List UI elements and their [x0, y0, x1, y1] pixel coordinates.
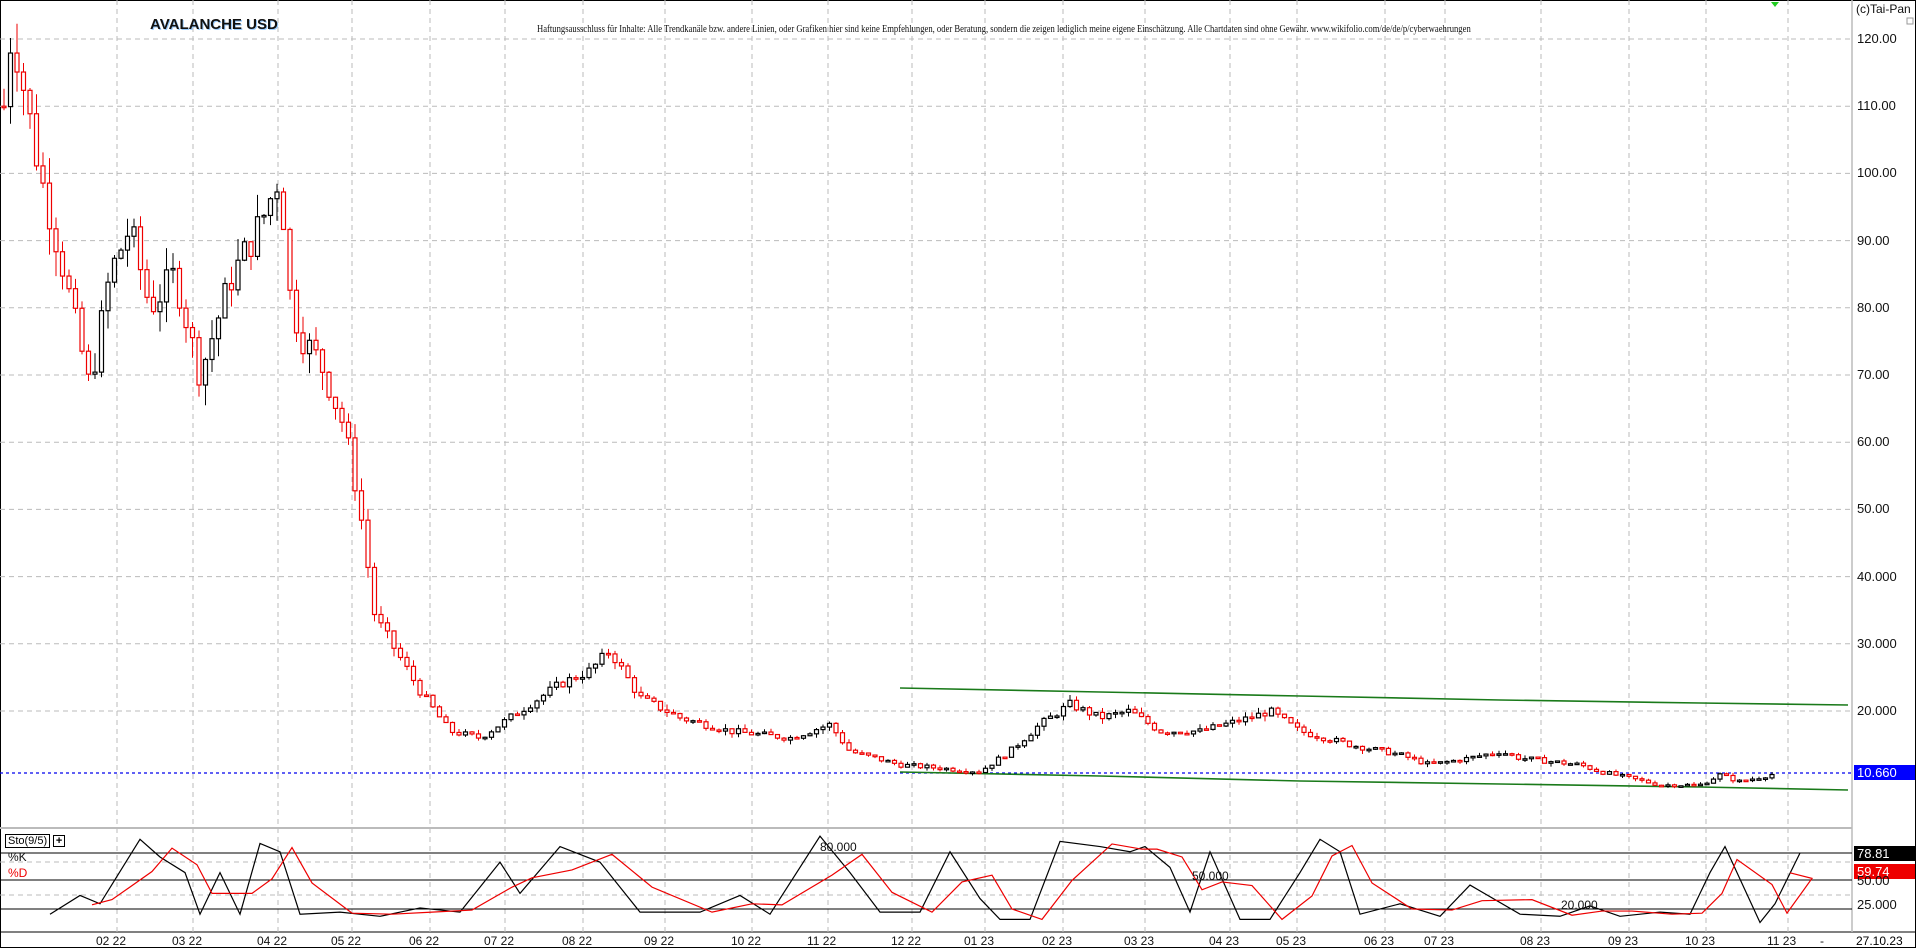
time-axis-separator: - [1820, 934, 1824, 948]
stochastic-d-line [91, 843, 1814, 921]
time-label: 09 22 [644, 934, 675, 948]
trend-channel [899, 687, 1849, 791]
time-label: 03 22 [172, 934, 203, 948]
level-annotation-20: 20.000 [1561, 898, 1598, 912]
time-label: 08 22 [562, 934, 593, 948]
indicator-legend: Sto(9/5) + [5, 834, 66, 848]
k-value-tag: 78.81 [1854, 846, 1915, 861]
time-label: 06 23 [1364, 934, 1395, 948]
trend-channel-lower [899, 771, 1849, 791]
current-date: 27.10.23 [1856, 934, 1903, 948]
d-legend: %D [8, 866, 28, 880]
time-label: 01 23 [964, 934, 995, 948]
price-label: 70.00 [1857, 367, 1890, 382]
time-label: 10 22 [731, 934, 762, 948]
price-label: 50.00 [1857, 501, 1890, 517]
k-legend: %K [8, 850, 27, 864]
sto-level-50: 50.00 [1857, 873, 1890, 888]
grid-lines [0, 0, 1852, 932]
price-label: 40.000 [1857, 568, 1897, 584]
level-annotation-80: 80.000 [820, 840, 857, 854]
time-label: 08 23 [1520, 934, 1551, 948]
price-label: 80.00 [1857, 299, 1890, 315]
level-annotation-50: 50.000 [1192, 869, 1229, 883]
time-label: 02 22 [96, 934, 127, 948]
time-label: 11 22 [807, 934, 837, 948]
price-label: 20.000 [1857, 703, 1897, 718]
trend-channel-upper [899, 687, 1849, 706]
time-label: 10 23 [1685, 934, 1716, 948]
time-label: 02 23 [1042, 934, 1073, 948]
chart-title: AVALANCHE USD [150, 16, 278, 33]
price-label: 100.00 [1857, 165, 1897, 181]
collapse-icon[interactable] [1906, 17, 1914, 25]
time-label: 05 23 [1276, 934, 1307, 948]
price-label: 110.00 [1857, 98, 1896, 114]
sto-level-25: 25.000 [1857, 897, 1897, 912]
price-label: 60.00 [1857, 434, 1890, 450]
indicator-name[interactable]: Sto(9/5) [5, 834, 51, 848]
stochastic-k-line [49, 835, 1801, 924]
time-label: 12 22 [891, 934, 922, 948]
time-label: 09 23 [1608, 934, 1639, 948]
expand-icon[interactable]: + [53, 835, 66, 848]
time-label: 04 22 [257, 934, 288, 948]
time-label: 07 23 [1424, 934, 1455, 948]
last-price-tag: 10.660 [1854, 765, 1915, 780]
price-label: 30.000 [1857, 635, 1897, 651]
candlesticks [1, 23, 1775, 789]
time-label: 07 22 [484, 934, 515, 948]
price-label: 120.00 [1857, 31, 1897, 46]
time-label: 05 22 [331, 934, 362, 948]
price-label: 90.00 [1857, 232, 1890, 248]
time-label: 11 23 [1767, 934, 1797, 948]
time-label: 03 23 [1124, 934, 1155, 948]
signal-marker-icon [1771, 2, 1779, 7]
d-value-tag: 59.74 [1854, 864, 1915, 879]
time-label: 06 22 [409, 934, 440, 948]
copyright-label: (c)Tai-Pan [1856, 2, 1911, 16]
disclaimer-text: Haftungsausschluss für Inhalte: Alle Tre… [537, 24, 1471, 35]
time-label: 04 23 [1209, 934, 1240, 948]
